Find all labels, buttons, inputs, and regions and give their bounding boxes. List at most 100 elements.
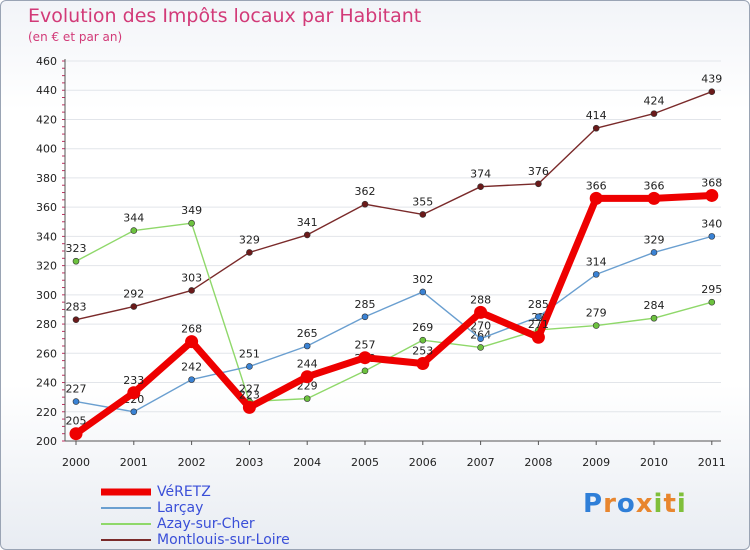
y-tick-label-360: 360 — [36, 201, 57, 214]
data-label-montlouis-sur-loire-2005: 362 — [355, 185, 376, 198]
data-point-montlouis-sur-loire-2004 — [303, 231, 311, 239]
legend-item-larcay[interactable]: Larçay — [101, 500, 290, 516]
data-label-azay-sur-cher-2003: 227 — [239, 383, 260, 396]
data-point-v-retz-2009 — [589, 191, 603, 205]
data-label-v-retz-2007: 288 — [470, 293, 491, 306]
y-tick-label-460: 460 — [36, 55, 57, 68]
data-point-lar-ay-2000 — [72, 398, 80, 405]
data-point-montlouis-sur-loire-2006 — [419, 211, 427, 218]
data-point-montlouis-sur-loire-2011 — [708, 88, 716, 95]
data-point-v-retz-2010 — [647, 191, 661, 205]
y-tick-label-340: 340 — [36, 230, 57, 243]
data-label-azay-sur-cher-2007: 264 — [470, 328, 491, 341]
data-label-lar-ay-2007: 270 — [470, 320, 491, 333]
x-tick-label-2009: 2009 — [582, 456, 610, 469]
data-label-v-retz-2009: 366 — [586, 179, 607, 192]
data-point-lar-ay-2002 — [188, 376, 195, 383]
legend-label-montlouis-sur-loire: Montlouis-sur-Loire — [157, 532, 290, 548]
data-point-lar-ay-2004 — [303, 342, 311, 350]
data-label-v-retz-2008: 271 — [528, 318, 549, 331]
data-label-azay-sur-cher-2000: 323 — [66, 242, 87, 255]
data-label-montlouis-sur-loire-2001: 292 — [123, 288, 144, 301]
data-point-montlouis-sur-loire-2002 — [188, 287, 195, 294]
chart-subtitle: (en € et par an) — [28, 30, 123, 44]
data-point-v-retz-2001 — [127, 386, 141, 400]
legend-item-veretz[interactable]: VéRETZ — [101, 484, 290, 500]
legend-label-veretz: VéRETZ — [157, 484, 211, 500]
data-label-azay-sur-cher-2011: 295 — [701, 283, 722, 296]
legend-item-azay-sur-cher[interactable]: Azay-sur-Cher — [101, 516, 290, 532]
data-point-azay-sur-cher-2011 — [708, 298, 716, 306]
data-label-azay-sur-cher-2002: 349 — [181, 204, 202, 217]
legend-swatch-montlouis-sur-loire — [101, 539, 151, 541]
data-label-lar-ay-2009: 314 — [586, 255, 607, 268]
x-tick-label-2000: 2000 — [62, 456, 90, 469]
x-tick-label-2008: 2008 — [524, 456, 552, 469]
data-point-lar-ay-2005 — [361, 313, 369, 321]
data-point-montlouis-sur-loire-2005 — [361, 200, 369, 208]
data-point-v-retz-2006 — [416, 357, 430, 371]
legend-swatch-azay-sur-cher — [101, 523, 151, 525]
data-label-v-retz-2004: 244 — [297, 358, 318, 371]
data-point-v-retz-2007 — [474, 305, 488, 319]
data-label-montlouis-sur-loire-2007: 374 — [470, 168, 491, 181]
y-tick-label-300: 300 — [36, 289, 57, 302]
data-label-montlouis-sur-loire-2009: 414 — [586, 109, 607, 122]
data-label-lar-ay-2005: 285 — [355, 298, 376, 311]
data-label-montlouis-sur-loire-2008: 376 — [528, 165, 549, 178]
data-point-lar-ay-2003 — [246, 363, 253, 370]
y-tick-label-260: 260 — [36, 347, 57, 360]
data-point-lar-ay-2009 — [592, 271, 600, 278]
data-label-azay-sur-cher-2010: 284 — [644, 299, 665, 312]
data-label-lar-ay-2004: 265 — [297, 327, 318, 340]
x-tick-label-2010: 2010 — [640, 456, 668, 469]
y-tick-label-280: 280 — [36, 318, 57, 331]
data-point-azay-sur-cher-2001 — [130, 227, 138, 234]
data-point-azay-sur-cher-2004 — [303, 395, 311, 402]
data-point-v-retz-2002 — [185, 335, 199, 349]
x-tick-label-2003: 2003 — [235, 456, 263, 469]
data-point-montlouis-sur-loire-2008 — [535, 180, 542, 188]
data-label-montlouis-sur-loire-2000: 283 — [66, 301, 87, 314]
legend-label-larcay: Larçay — [157, 500, 204, 516]
y-tick-label-420: 420 — [36, 113, 57, 126]
legend-label-azay-sur-cher: Azay-sur-Cher — [157, 516, 255, 532]
y-tick-label-400: 400 — [36, 143, 57, 156]
data-label-lar-ay-2006: 302 — [412, 273, 433, 286]
legend-swatch-larcay — [101, 507, 151, 509]
data-point-v-retz-2011 — [705, 188, 719, 202]
y-tick-label-440: 440 — [36, 84, 57, 97]
series-line-lar-ay — [75, 235, 713, 413]
legend-item-montlouis-sur-loire[interactable]: Montlouis-sur-Loire — [101, 532, 290, 548]
y-tick-label-220: 220 — [36, 406, 57, 419]
data-label-montlouis-sur-loire-2002: 303 — [181, 271, 202, 284]
data-point-azay-sur-cher-2007 — [477, 344, 484, 351]
data-label-v-retz-2000: 205 — [66, 415, 87, 428]
data-label-lar-ay-2002: 242 — [181, 361, 202, 374]
data-point-montlouis-sur-loire-2009 — [592, 124, 600, 132]
data-point-v-retz-2003 — [242, 400, 256, 414]
data-label-montlouis-sur-loire-2003: 329 — [239, 233, 260, 246]
data-label-v-retz-2003: 223 — [239, 388, 260, 401]
data-point-v-retz-2005 — [358, 351, 372, 365]
data-label-lar-ay-2003: 251 — [239, 347, 260, 360]
data-point-lar-ay-2007 — [477, 335, 484, 342]
x-tick-label-2011: 2011 — [698, 456, 726, 469]
data-point-azay-sur-cher-2010 — [650, 314, 658, 322]
data-point-azay-sur-cher-2005 — [361, 367, 369, 375]
x-tick-label-2005: 2005 — [351, 456, 379, 469]
data-label-v-retz-2005: 257 — [355, 339, 376, 352]
data-point-lar-ay-2011 — [708, 233, 716, 240]
series-line-montlouis-sur-loire — [75, 90, 713, 321]
series-line-azay-sur-cher — [75, 222, 713, 403]
data-label-v-retz-2006: 253 — [412, 345, 433, 358]
data-label-montlouis-sur-loire-2011: 439 — [701, 73, 722, 86]
data-point-azay-sur-cher-2000 — [72, 257, 80, 265]
x-tick-label-2002: 2002 — [178, 456, 206, 469]
data-point-montlouis-sur-loire-2010 — [650, 110, 658, 117]
data-point-lar-ay-2001 — [130, 408, 138, 416]
data-point-v-retz-2008 — [531, 330, 545, 344]
x-tick-label-2004: 2004 — [293, 456, 321, 469]
data-point-lar-ay-2008 — [535, 313, 542, 321]
